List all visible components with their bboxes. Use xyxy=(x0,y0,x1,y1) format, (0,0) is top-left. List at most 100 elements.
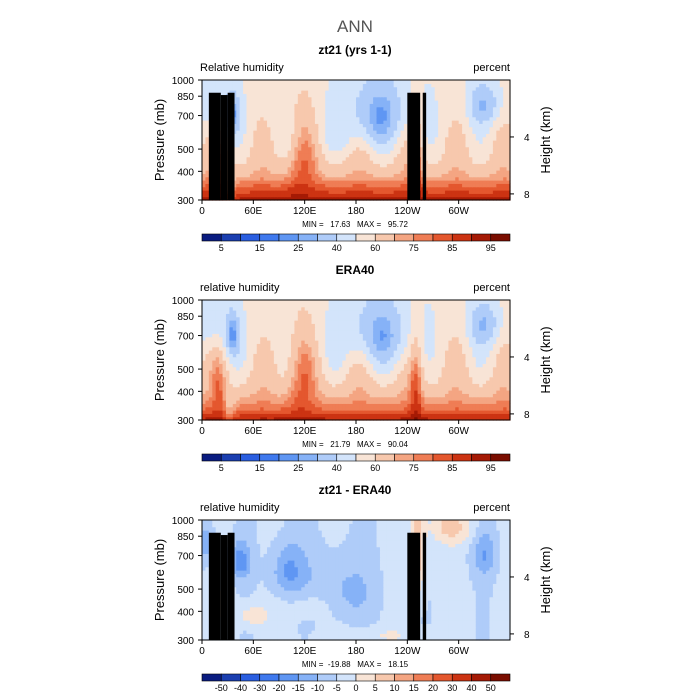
heatmap-cell xyxy=(499,413,504,418)
heatmap-cell xyxy=(503,96,508,101)
heatmap-cell xyxy=(342,366,347,371)
heatmap-cell xyxy=(267,113,272,118)
heatmap-cell xyxy=(314,90,319,94)
heatmap-cell xyxy=(475,140,480,144)
heatmap-cell xyxy=(308,120,313,124)
heatmap-cell xyxy=(486,393,491,398)
heatmap-cell xyxy=(383,386,388,391)
heatmap-cell xyxy=(294,110,299,114)
heatmap-cell xyxy=(366,80,371,84)
heatmap-cell xyxy=(277,163,282,168)
heatmap-cell xyxy=(246,396,251,401)
colorbar-label: 95 xyxy=(486,243,496,253)
heatmap-cell xyxy=(458,170,463,174)
heatmap-cell xyxy=(287,120,292,124)
heatmap-cell xyxy=(270,166,275,171)
heatmap-cell xyxy=(441,406,446,411)
heatmap-cell xyxy=(427,113,432,118)
heatmap-cell xyxy=(462,83,467,88)
heatmap-cell xyxy=(284,103,289,108)
heatmap-cell xyxy=(393,380,398,384)
heatmap-cell xyxy=(345,173,350,178)
heatmap-cell xyxy=(318,370,323,374)
heatmap-cell xyxy=(383,143,388,148)
heatmap-cell xyxy=(462,106,467,111)
heatmap-cell xyxy=(349,126,354,131)
heatmap-cell xyxy=(438,156,443,161)
heatmap-cell xyxy=(499,106,504,111)
heatmap-cell xyxy=(441,410,446,414)
heatmap-cell xyxy=(475,373,480,378)
heatmap-cell xyxy=(222,406,227,411)
heatmap-cell xyxy=(219,403,224,408)
heatmap-cell xyxy=(373,380,378,384)
heatmap-cell xyxy=(311,360,316,364)
heatmap-cell xyxy=(338,133,343,138)
heatmap-cell xyxy=(338,146,343,151)
heatmap-cell xyxy=(318,193,323,198)
heatmap-cell xyxy=(503,143,508,148)
heatmap-cell xyxy=(410,370,415,374)
heatmap-cell xyxy=(249,106,254,111)
heatmap-cell xyxy=(393,110,398,114)
heatmap-cell xyxy=(232,183,237,188)
heatmap-cell xyxy=(290,373,295,378)
heatmap-cell xyxy=(359,376,364,381)
heatmap-cell xyxy=(308,90,313,94)
heatmap-cell xyxy=(260,153,265,158)
heatmap-cell xyxy=(486,90,491,94)
heatmap-cell xyxy=(366,176,371,181)
heatmap-cell xyxy=(263,173,268,178)
heatmap-cell xyxy=(458,140,463,144)
heatmap-cell xyxy=(311,96,316,101)
heatmap-cell xyxy=(379,103,384,108)
heatmap-cell xyxy=(448,386,453,391)
heatmap-cell xyxy=(311,186,316,191)
heatmap-cell xyxy=(328,186,333,191)
heatmap-cell xyxy=(208,390,213,394)
heatmap-cell xyxy=(362,190,367,194)
heatmap-cell xyxy=(273,100,278,104)
heatmap-cell xyxy=(441,103,446,108)
heatmap-cell xyxy=(205,363,210,368)
heatmap-cell xyxy=(386,403,391,408)
heatmap-cell xyxy=(342,80,347,84)
heatmap-cell xyxy=(332,146,337,151)
heatmap-cell xyxy=(462,150,467,154)
heatmap-cell xyxy=(482,403,487,408)
heatmap-cell xyxy=(462,86,467,91)
heatmap-cell xyxy=(314,363,319,368)
heatmap-cell xyxy=(232,363,237,368)
heatmap-cell xyxy=(202,170,207,174)
heatmap-cell xyxy=(455,96,460,101)
heatmap-cell xyxy=(386,110,391,114)
heatmap-cell xyxy=(263,403,268,408)
heatmap-cell xyxy=(301,150,306,154)
heatmap-cell xyxy=(431,146,436,151)
heatmap-cell xyxy=(503,383,508,388)
heatmap-cell xyxy=(386,170,391,174)
heatmap-cell xyxy=(243,93,248,98)
heatmap-cell xyxy=(294,413,299,418)
heatmap-cell xyxy=(219,390,224,394)
heatmap-cell xyxy=(431,390,436,394)
heatmap-cell xyxy=(260,93,265,98)
heatmap-cell xyxy=(431,160,436,164)
heatmap-cell xyxy=(438,153,443,158)
heatmap-cell xyxy=(359,356,364,361)
heatmap-cell xyxy=(246,153,251,158)
heatmap-cell xyxy=(468,186,473,191)
heatmap-cell xyxy=(441,380,446,384)
heatmap-cell xyxy=(417,80,422,84)
heatmap-cell xyxy=(421,90,426,94)
heatmap-cell xyxy=(451,93,456,98)
heatmap-cell xyxy=(356,113,361,118)
heatmap-cell xyxy=(294,373,299,378)
heatmap-cell xyxy=(373,93,378,98)
heatmap-cell xyxy=(277,86,282,91)
heatmap-cell xyxy=(393,146,398,151)
heatmap-cell xyxy=(376,180,381,184)
heatmap-cell xyxy=(386,143,391,148)
heatmap-cell xyxy=(465,106,470,111)
heatmap-cell xyxy=(438,123,443,128)
